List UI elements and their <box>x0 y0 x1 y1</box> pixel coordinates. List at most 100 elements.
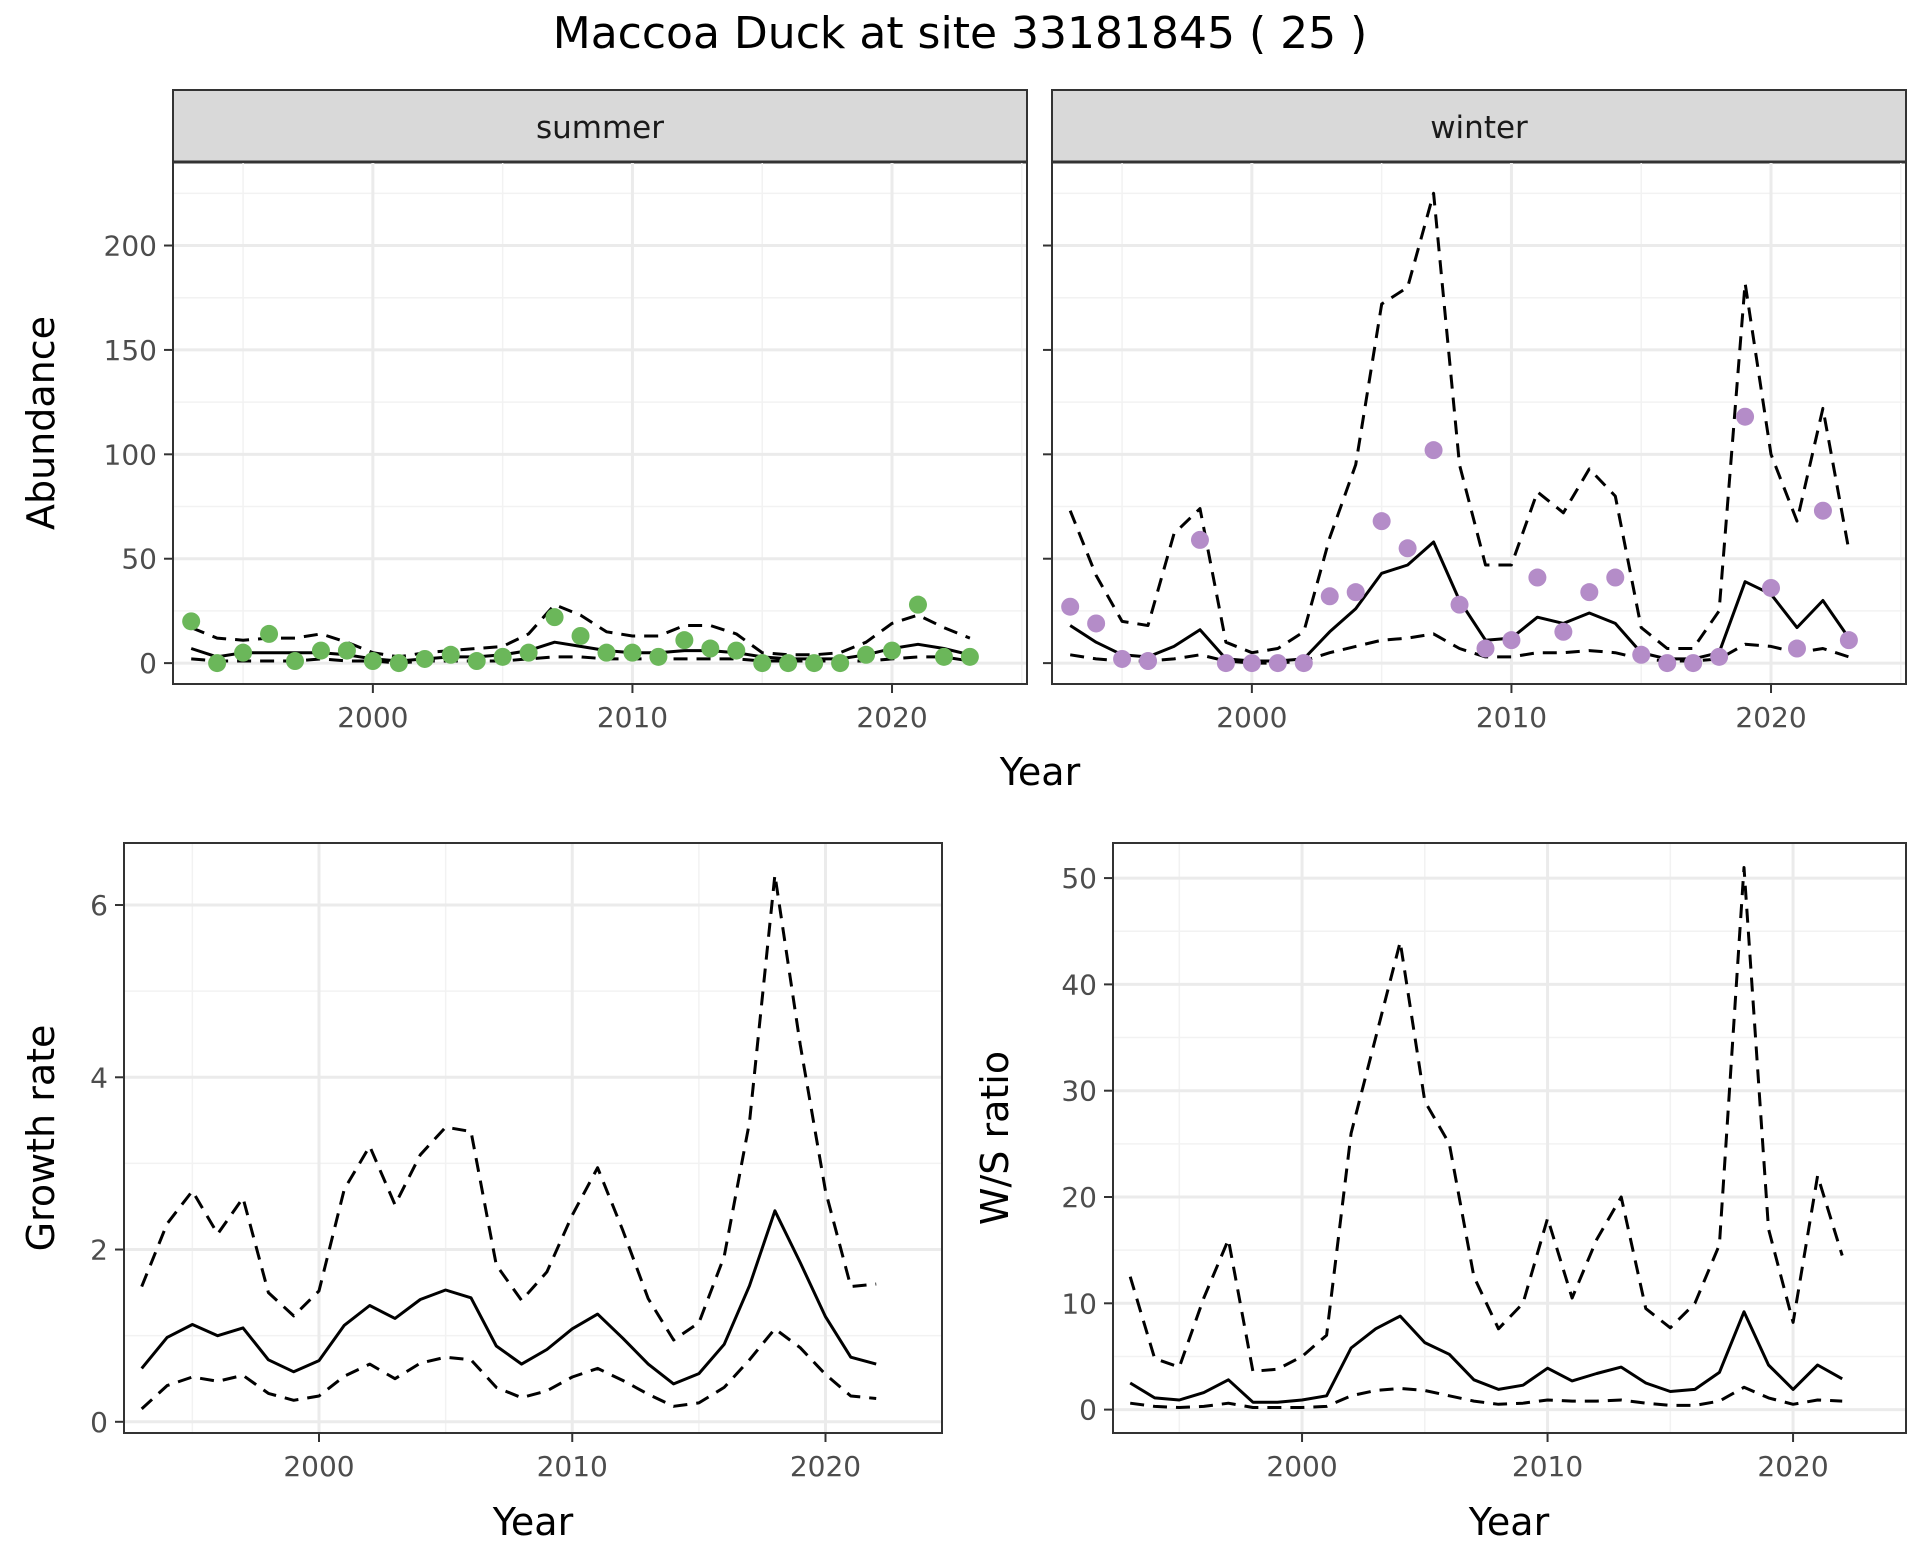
growth-ticks: 2000 2010 2020 0 2 4 6 <box>90 889 861 1483</box>
summer-data-point <box>727 641 746 660</box>
ratio-upper-line <box>1128 866 1844 1373</box>
winter-data-point <box>1839 631 1858 650</box>
winter-data-point <box>1398 539 1417 558</box>
summer-x-tick-label: 2020 <box>856 701 927 734</box>
winter-data-point <box>1813 501 1832 520</box>
summer-data-point <box>286 652 304 671</box>
top-x-axis-title: Year <box>999 750 1081 794</box>
summer-y-tick-label: 100 <box>104 438 157 471</box>
summer-data-point <box>908 595 927 614</box>
summer-estimate-line <box>190 640 971 663</box>
ratio-y-axis-title: W/S ratio <box>973 1051 1017 1225</box>
summer-data-point <box>649 647 668 666</box>
growth-x-axis-title: Year <box>492 1500 574 1544</box>
summer-data-point <box>389 654 408 673</box>
ratio-panel: 2000 2010 2020 0 10 20 30 40 50 <box>1061 842 1907 1483</box>
growth-plot-border <box>123 842 943 1434</box>
summer-y-tick-label: 0 <box>139 647 157 680</box>
summer-data-point <box>441 645 460 664</box>
ratio-x-tick-label: 2020 <box>1757 1450 1828 1483</box>
summer-data-point <box>519 643 538 662</box>
ratio-plot-border <box>1112 842 1907 1434</box>
summer-data-point <box>363 652 382 671</box>
winter-data-point <box>1139 652 1158 671</box>
winter-panel: winter 2000 2010 2020 <box>1043 89 1907 734</box>
winter-data-point <box>1684 654 1703 673</box>
growth-x-tick-label: 2000 <box>283 1450 354 1483</box>
summer-data-point <box>208 654 227 673</box>
winter-data-point <box>1606 568 1625 587</box>
growth-y-tick-label: 6 <box>90 889 108 922</box>
winter-marks <box>1061 191 1858 673</box>
summer-data-point <box>831 654 850 673</box>
winter-ticks: 2000 2010 2020 <box>1043 244 1807 734</box>
growth-y-axis-title: Growth rate <box>19 1025 63 1252</box>
summer-data-point <box>623 643 642 662</box>
ratio-x-tick-label: 2000 <box>1266 1450 1337 1483</box>
summer-strip-label: summer <box>536 110 664 146</box>
summer-data-point <box>805 654 824 673</box>
winter-strip-label: winter <box>1430 110 1528 146</box>
summer-y-tick-label: 150 <box>104 334 157 367</box>
winter-x-tick-label: 2000 <box>1216 701 1287 734</box>
winter-data-point <box>1502 631 1521 650</box>
summer-data-point <box>753 654 772 673</box>
winter-plot-border <box>1051 161 1907 685</box>
summer-y-tick-label: 50 <box>121 543 157 576</box>
growth-grid <box>124 843 942 1433</box>
summer-panel: summer 2000 2010 2020 0 50 100 150 200 <box>104 89 1028 734</box>
figure-title: Maccoa Duck at site 33181845 ( 25 ) <box>553 8 1368 59</box>
growth-y-tick-label: 0 <box>90 1406 108 1439</box>
winter-data-point <box>1087 614 1106 633</box>
summer-data-point <box>467 652 486 671</box>
summer-data-point <box>234 643 253 662</box>
winter-data-point <box>1424 441 1443 460</box>
ratio-y-tick-label: 20 <box>1061 1181 1097 1214</box>
winter-grid <box>1052 162 1906 684</box>
growth-y-tick-label: 2 <box>90 1234 108 1267</box>
winter-data-point <box>1476 639 1495 658</box>
summer-data-point <box>960 647 979 666</box>
growth-x-tick-label: 2010 <box>537 1450 608 1483</box>
summer-data-point <box>415 649 434 668</box>
ratio-x-axis-title: Year <box>1468 1500 1550 1544</box>
winter-data-point <box>1268 654 1287 673</box>
ratio-y-tick-label: 40 <box>1061 968 1097 1001</box>
winter-data-point <box>1294 654 1313 673</box>
winter-data-point <box>1710 647 1729 666</box>
summer-data-point <box>883 641 902 660</box>
summer-grid <box>173 162 1027 684</box>
summer-data-point <box>182 612 201 631</box>
winter-data-point <box>1242 654 1261 673</box>
winter-data-point <box>1372 512 1391 531</box>
summer-x-tick-label: 2000 <box>337 701 408 734</box>
summer-y-tick-label: 200 <box>104 230 157 263</box>
summer-data-point <box>675 631 694 650</box>
winter-data-point <box>1580 583 1599 602</box>
winter-data-point <box>1061 597 1080 616</box>
growth-marks <box>140 873 877 1411</box>
summer-data-point <box>260 624 279 643</box>
summer-data-point <box>857 645 876 664</box>
growth-x-tick-label: 2020 <box>790 1450 861 1483</box>
winter-data-point <box>1216 654 1235 673</box>
summer-data-point <box>701 639 720 658</box>
summer-data-point <box>571 626 590 645</box>
winter-strip <box>1051 89 1907 163</box>
winter-data-point <box>1632 645 1651 664</box>
summer-data-point <box>311 641 330 660</box>
growth-y-tick-label: 4 <box>90 1061 108 1094</box>
summer-ticks: 2000 2010 2020 0 50 100 150 200 <box>104 230 928 734</box>
summer-data-point <box>934 647 953 666</box>
summer-data-point <box>597 643 616 662</box>
winter-data-point <box>1554 622 1573 641</box>
growth-estimate-line <box>140 1209 877 1386</box>
ratio-marks <box>1128 866 1844 1409</box>
winter-data-point <box>1320 587 1339 606</box>
winter-data-point <box>1450 595 1469 614</box>
top-y-axis-title: Abundance <box>19 316 63 530</box>
summer-x-tick-label: 2010 <box>597 701 668 734</box>
winter-data-point <box>1736 407 1755 426</box>
ratio-ticks: 2000 2010 2020 0 10 20 30 40 50 <box>1061 862 1828 1483</box>
growth-upper-line <box>140 873 877 1342</box>
